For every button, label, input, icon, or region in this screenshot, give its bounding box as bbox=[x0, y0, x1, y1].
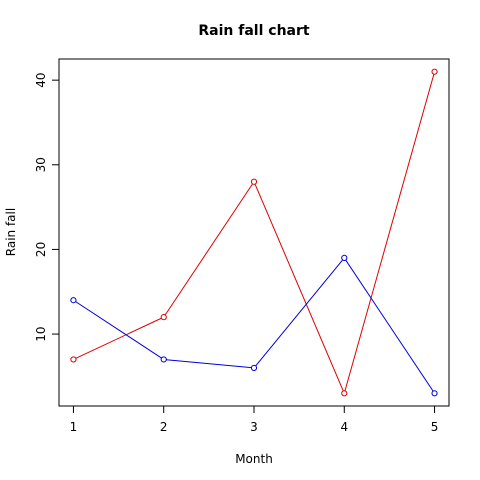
y-tick-label: 30 bbox=[34, 157, 48, 172]
series-line-segment bbox=[254, 183, 344, 392]
data-point bbox=[431, 68, 438, 75]
series-line-segment bbox=[75, 317, 162, 359]
data-point bbox=[250, 178, 258, 185]
series-line-segment bbox=[345, 259, 434, 392]
data-point bbox=[341, 390, 348, 397]
series-line-segment bbox=[166, 359, 252, 369]
series-1 bbox=[70, 68, 438, 397]
series-line-segment bbox=[344, 74, 435, 391]
data-point bbox=[70, 297, 77, 304]
series-2 bbox=[70, 254, 438, 397]
data-point bbox=[70, 356, 77, 363]
data-point bbox=[341, 254, 348, 261]
series-line-segment bbox=[164, 183, 253, 316]
series-layer bbox=[70, 68, 438, 397]
data-point bbox=[431, 390, 438, 397]
data-point bbox=[160, 314, 167, 321]
x-tick-label: 3 bbox=[250, 420, 258, 434]
x-tick-label: 2 bbox=[160, 420, 168, 434]
series-line-segment bbox=[75, 301, 162, 359]
x-axis: 1 2 3 4 5 bbox=[70, 405, 439, 434]
data-point bbox=[250, 364, 258, 372]
y-axis-label: Rain fall bbox=[4, 208, 18, 256]
y-tick-label: 20 bbox=[34, 242, 48, 257]
y-tick-label: 10 bbox=[34, 326, 48, 341]
x-tick-label: 5 bbox=[431, 420, 439, 434]
y-axis: 10 20 30 40 bbox=[34, 73, 60, 342]
y-tick-label: 40 bbox=[34, 73, 48, 88]
x-tick-label: 4 bbox=[340, 420, 348, 434]
data-point bbox=[160, 356, 167, 363]
x-tick-label: 1 bbox=[70, 420, 78, 434]
chart-title: Rain fall chart bbox=[198, 23, 309, 39]
series-line-segment bbox=[255, 259, 344, 367]
x-axis-label: Month bbox=[235, 452, 273, 466]
